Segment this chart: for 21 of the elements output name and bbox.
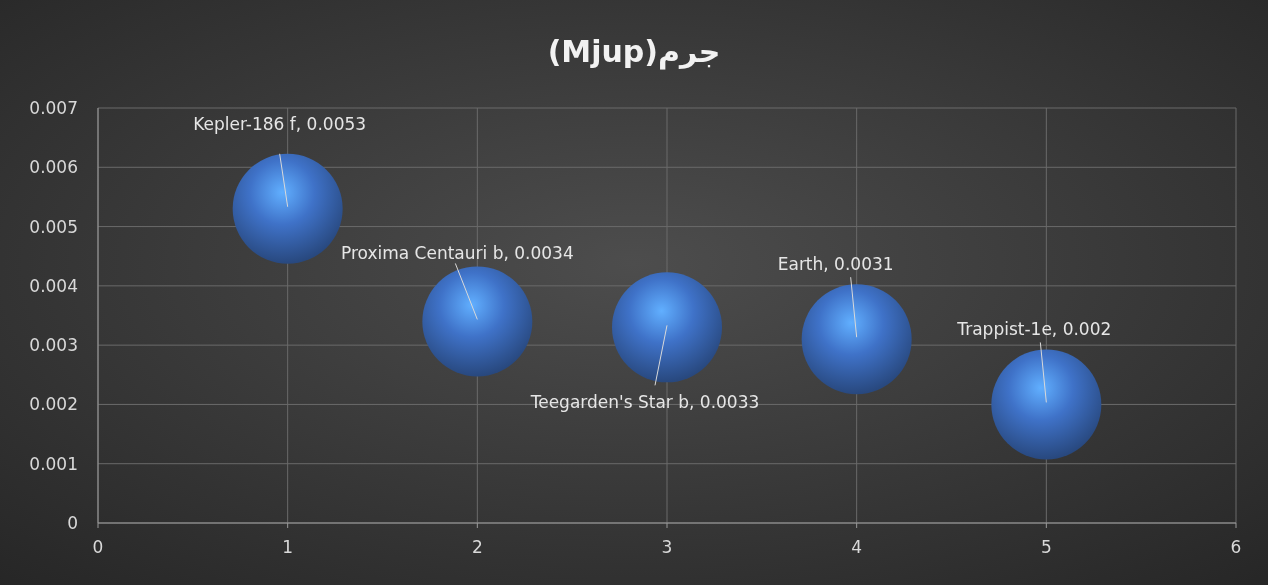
x-tick-label: 0 [92,537,104,557]
data-label: Proxima Centauri b, 0.0034 [340,243,574,264]
y-tick-label: 0 [67,512,78,533]
y-tick-label: 0.002 [29,394,78,415]
x-tick-label: 1 [282,537,294,557]
y-tick-label: 0.005 [29,216,78,237]
x-tick-label: 5 [1040,537,1052,557]
data-label: Trappist-1e, 0.002 [956,319,1112,340]
data-label: Teegarden's Star b, 0.0033 [529,392,760,413]
x-tick-label: 6 [1230,537,1242,557]
y-tick-label: 0.006 [29,157,78,178]
x-tick-label: 4 [851,537,863,557]
y-tick-label: 0.003 [29,335,78,356]
chart-title: (Mjup)جرم [547,34,721,70]
data-label: Earth, 0.0031 [777,254,894,275]
y-tick-label: 0.007 [29,97,78,118]
y-tick-label: 0.001 [29,453,78,474]
y-tick-label: 0.004 [29,275,78,296]
x-tick-label: 3 [661,537,673,557]
x-tick-label: 2 [471,537,483,557]
data-label: Kepler-186 f, 0.0053 [193,113,367,134]
